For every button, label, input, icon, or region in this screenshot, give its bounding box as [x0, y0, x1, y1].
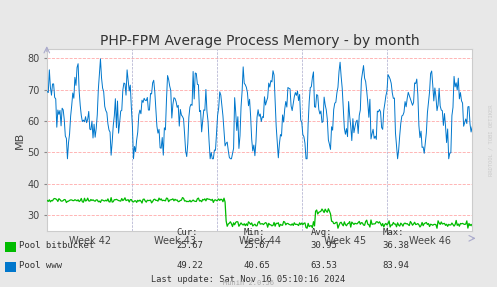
Text: Min:: Min:	[244, 228, 265, 237]
Text: RRDTOOL / TOBI OETIKER: RRDTOOL / TOBI OETIKER	[489, 104, 494, 176]
Text: Pool bitbucket: Pool bitbucket	[19, 241, 94, 250]
Y-axis label: MB: MB	[14, 131, 24, 149]
Text: Last update: Sat Nov 16 05:10:16 2024: Last update: Sat Nov 16 05:10:16 2024	[152, 275, 345, 284]
Text: 30.95: 30.95	[311, 241, 337, 250]
Title: PHP-FPM Average Process Memory - by month: PHP-FPM Average Process Memory - by mont…	[100, 34, 419, 48]
Text: 25.67: 25.67	[176, 241, 203, 250]
Text: Munin 2.0.56: Munin 2.0.56	[223, 280, 274, 286]
Text: Avg:: Avg:	[311, 228, 332, 237]
Text: 49.22: 49.22	[176, 261, 203, 270]
Text: Cur:: Cur:	[176, 228, 198, 237]
Text: 40.65: 40.65	[244, 261, 270, 270]
Text: 36.38: 36.38	[383, 241, 410, 250]
Text: 83.94: 83.94	[383, 261, 410, 270]
Text: Max:: Max:	[383, 228, 404, 237]
Text: Pool www: Pool www	[19, 261, 62, 270]
Text: 63.53: 63.53	[311, 261, 337, 270]
Text: 25.67: 25.67	[244, 241, 270, 250]
